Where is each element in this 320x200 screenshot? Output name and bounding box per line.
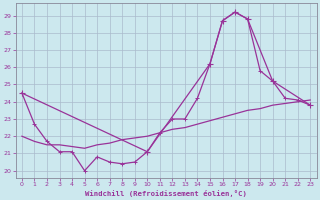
X-axis label: Windchill (Refroidissement éolien,°C): Windchill (Refroidissement éolien,°C) — [85, 190, 247, 197]
